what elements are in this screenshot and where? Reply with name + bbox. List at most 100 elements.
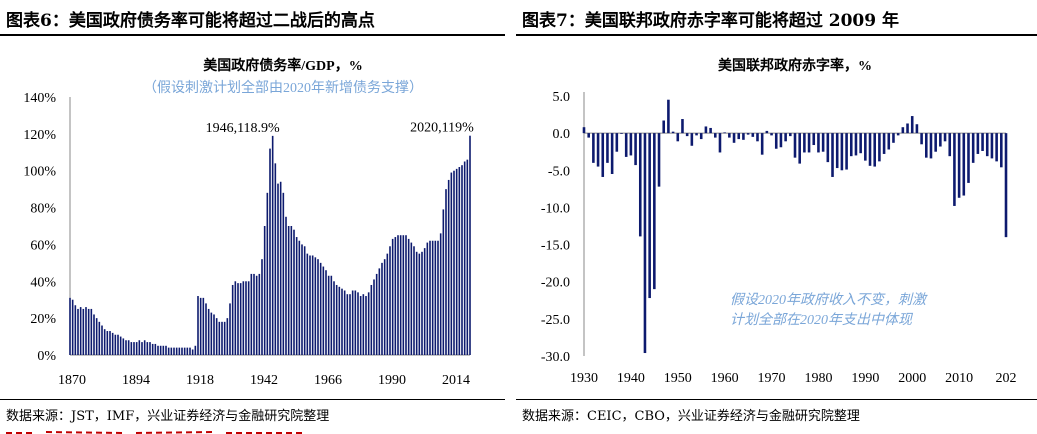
bar (469, 135, 471, 355)
bar (205, 303, 207, 355)
y-tick-label: -20.0 (541, 276, 570, 291)
top-rule (0, 34, 505, 36)
bar (910, 116, 914, 134)
bar (601, 133, 605, 177)
bar (892, 133, 895, 143)
bar (461, 165, 463, 355)
bar (439, 233, 442, 355)
bar (934, 133, 937, 152)
bar (939, 133, 942, 147)
bar (817, 133, 820, 153)
bar (929, 133, 933, 159)
bar (906, 123, 909, 134)
bar (418, 253, 421, 355)
bar (407, 238, 410, 355)
bar (592, 133, 595, 163)
bar (389, 246, 391, 355)
bar (173, 347, 175, 355)
bar (261, 259, 263, 355)
bar (397, 235, 399, 355)
x-tick-label: 1940 (617, 371, 645, 386)
bar (873, 133, 877, 167)
y-tick-label: 0.0 (553, 127, 571, 142)
bar (282, 192, 285, 355)
bar (279, 181, 282, 355)
bar (210, 312, 213, 355)
bar (359, 296, 362, 355)
bar (114, 334, 117, 355)
bar (410, 242, 413, 355)
annotation-text: 假设2020年政府收入不变，刺激计划全部在2020年支出中体现 (730, 292, 928, 328)
bar (798, 133, 801, 164)
x-tick-label: 1960 (711, 371, 739, 386)
bottom-rule (516, 399, 1037, 400)
y-tick-label: 60% (30, 238, 56, 253)
bar (774, 133, 778, 149)
bar (587, 133, 590, 138)
bar (370, 284, 373, 355)
bar (447, 179, 450, 355)
bar (298, 240, 301, 355)
bar (351, 290, 354, 355)
bar (624, 133, 628, 157)
bar (657, 133, 661, 187)
bar (141, 342, 143, 355)
bar (266, 192, 269, 355)
y-tick-label: -5.0 (548, 164, 570, 179)
bar (269, 148, 271, 355)
bar (620, 133, 623, 134)
bar (135, 342, 138, 355)
bar (383, 259, 386, 355)
annotation-line: 假设2020年政府收入不变，刺激 (730, 292, 928, 308)
bar (367, 292, 370, 355)
data-label: 2020,119% (410, 121, 474, 136)
chart-title: 美国政府债务率/GDP，% (203, 57, 362, 74)
bar (365, 296, 367, 355)
bar (718, 133, 722, 153)
bar (133, 342, 135, 355)
bar (831, 133, 834, 177)
bar (311, 255, 314, 355)
bar (685, 133, 689, 137)
bar (242, 281, 245, 355)
bar (250, 273, 253, 355)
bar (231, 284, 234, 355)
bar (341, 288, 343, 355)
bar (125, 340, 127, 355)
bar (343, 290, 346, 355)
bar (648, 133, 651, 299)
bar (1004, 133, 1008, 238)
bar (840, 133, 844, 171)
bar (405, 235, 407, 355)
bar (346, 294, 349, 355)
bar (138, 340, 141, 355)
bar (175, 347, 178, 355)
bar (638, 133, 642, 237)
bar (676, 133, 680, 142)
bar (223, 321, 226, 355)
bar (967, 133, 970, 183)
bar (770, 133, 773, 136)
bar (381, 262, 383, 355)
bar (821, 133, 825, 152)
cropped-red-text (6, 431, 306, 434)
bar (423, 248, 426, 355)
x-tick-label: 2000 (898, 371, 926, 386)
bar (429, 240, 431, 355)
bar (803, 133, 806, 153)
bar (434, 240, 437, 355)
bar (95, 318, 98, 355)
bar (742, 133, 745, 140)
top-rule (516, 34, 1037, 36)
bar (466, 159, 469, 355)
bar (868, 133, 872, 166)
bar (849, 133, 853, 157)
bar (263, 226, 266, 355)
source-note: 数据来源：CEIC，CBO，兴业证券经济与金融研究院整理 (522, 409, 860, 424)
bar (375, 273, 378, 355)
bar (634, 133, 637, 166)
bar (653, 133, 656, 290)
bar (101, 325, 103, 355)
bar (111, 332, 114, 355)
bar (357, 292, 359, 355)
